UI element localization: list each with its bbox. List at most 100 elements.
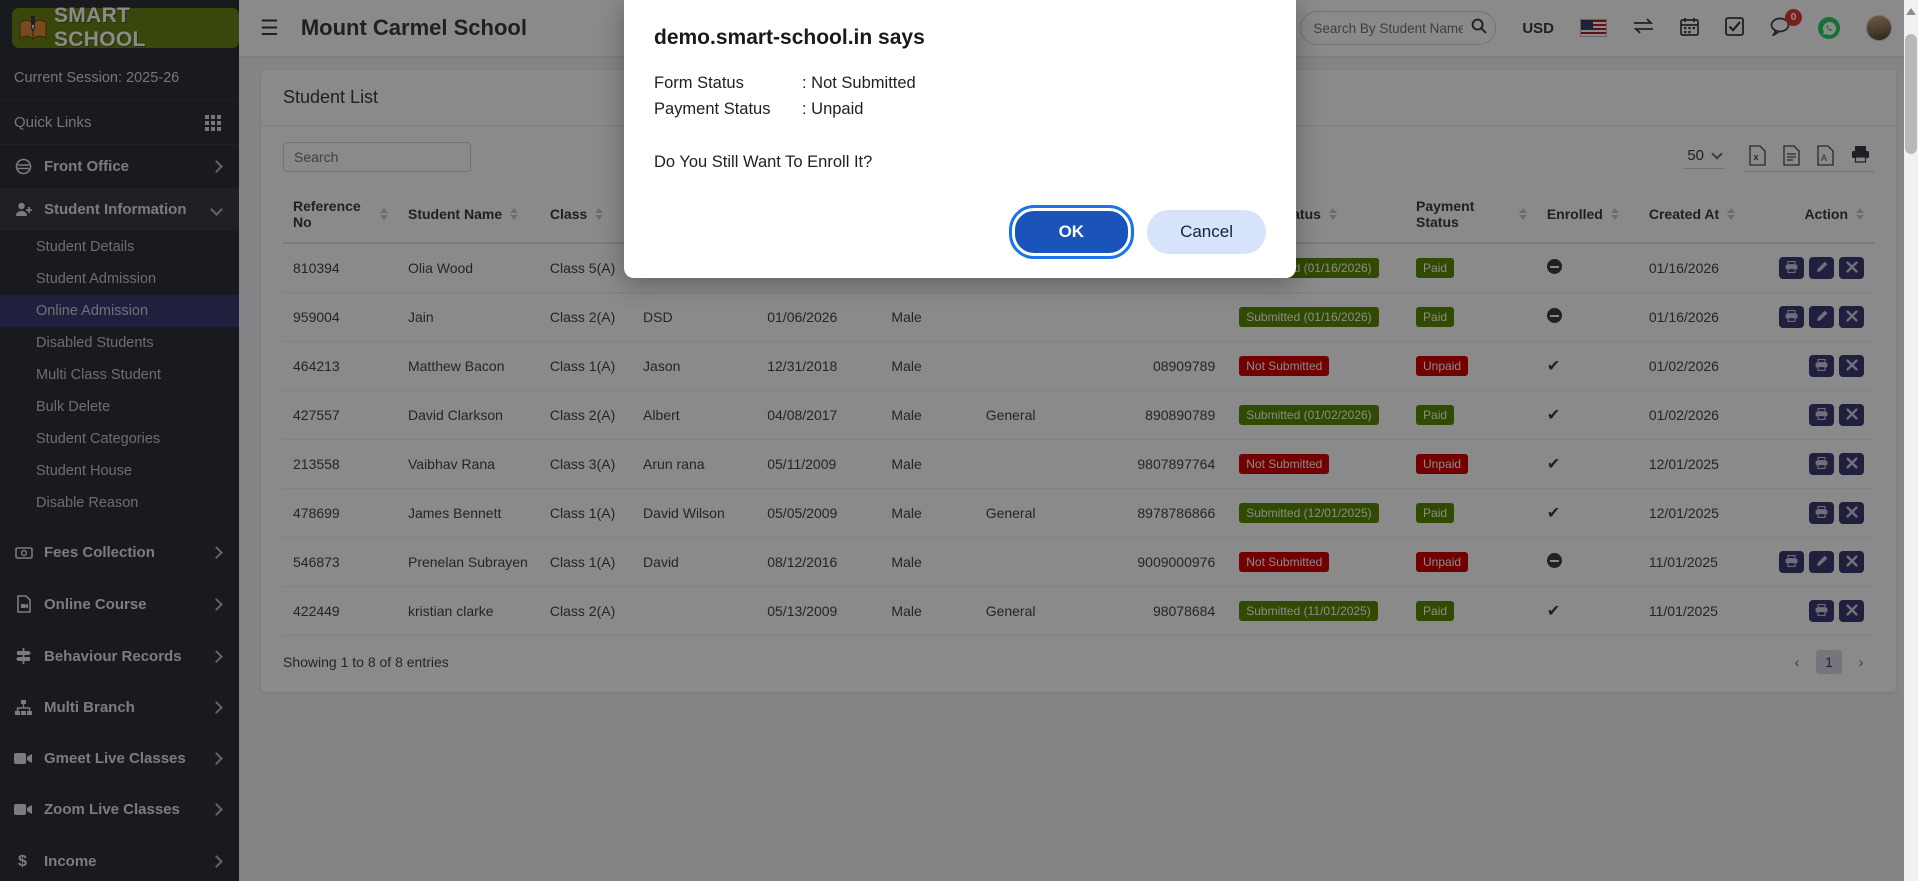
print-button[interactable]	[1779, 257, 1804, 279]
cell-date-of-birth: 05/13/2009	[757, 586, 882, 636]
sidebar-subitem-student-house[interactable]: Student House	[36, 463, 132, 479]
print-icon[interactable]	[1851, 145, 1869, 166]
column-action[interactable]: Action	[1754, 186, 1874, 244]
page-length-select[interactable]: 50	[1683, 145, 1725, 169]
sidebar-item-student-information[interactable]: Student Information	[0, 188, 239, 231]
ok-button[interactable]: OK	[1008, 204, 1135, 259]
form-status-label: Form Status	[654, 74, 744, 92]
table-tools: 50 x A	[261, 126, 1896, 176]
table-row: 427557 David Clarkson Class 2(A) Albert 04/0…	[283, 390, 1874, 440]
sidebar-item-gmeet-live-classes[interactable]: Gmeet Live Classes	[0, 737, 239, 780]
delete-button[interactable]	[1839, 551, 1864, 573]
delete-button[interactable]	[1839, 600, 1864, 622]
sort-icon	[1610, 208, 1619, 220]
print-button[interactable]	[1809, 502, 1834, 524]
sidebar-item-zoom-live-classes[interactable]: Zoom Live Classes	[0, 788, 239, 831]
cell-payment-status: Unpaid	[1406, 439, 1537, 489]
print-icon	[1815, 456, 1828, 472]
delete-button[interactable]	[1839, 355, 1864, 377]
sidebar-item-behaviour-records[interactable]: Behaviour Records	[0, 634, 239, 678]
hamburger-menu-icon[interactable]: ☰	[260, 16, 279, 40]
cell-class: Class 2(A)	[539, 586, 634, 636]
gmeet-live-classes-icon	[14, 752, 33, 765]
pagination-page-1[interactable]: 1	[1816, 650, 1842, 674]
sidebar-item-multi-branch[interactable]: Multi Branch	[0, 686, 239, 729]
edit-button[interactable]	[1809, 257, 1834, 279]
currency-selector[interactable]: USD	[1522, 19, 1554, 37]
edit-button[interactable]	[1809, 551, 1834, 573]
payment-status-value: : Unpaid	[802, 99, 864, 118]
delete-button[interactable]	[1839, 453, 1864, 475]
pagination-next[interactable]: ›	[1858, 654, 1864, 670]
sidebar-subitem-student-categories[interactable]: Student Categories	[36, 431, 161, 447]
column-reference-no[interactable]: Reference No	[283, 186, 398, 244]
global-search[interactable]	[1300, 11, 1497, 45]
cell-class: Class 3(A)	[539, 439, 634, 489]
task-checkbox-icon[interactable]	[1725, 16, 1744, 40]
cell-class: Class 1(A)	[539, 537, 634, 587]
print-button[interactable]	[1809, 355, 1834, 377]
sidebar-subitem-disable-reason[interactable]: Disable Reason	[36, 495, 139, 511]
calendar-icon[interactable]	[1680, 17, 1699, 40]
sidebar-subitem-student-admission[interactable]: Student Admission	[36, 271, 157, 287]
column-class[interactable]: Class	[539, 186, 634, 244]
sidebar-item-fees-collection[interactable]: Fees Collection	[0, 531, 239, 574]
whatsapp-icon[interactable]	[1818, 17, 1840, 39]
column-payment-status[interactable]: Payment Status	[1406, 186, 1537, 244]
cancel-button[interactable]: Cancel	[1147, 209, 1266, 254]
edit-button[interactable]	[1809, 306, 1834, 328]
messages-icon[interactable]: 0	[1770, 8, 1802, 40]
quick-links[interactable]: Quick Links	[0, 101, 239, 145]
excel-export-icon[interactable]: x	[1749, 144, 1766, 166]
delete-button[interactable]	[1839, 502, 1864, 524]
scrollbar-thumb[interactable]	[1905, 34, 1917, 154]
logo[interactable]: SMART SCHOOL	[0, 0, 239, 56]
cell-date-of-birth: 08/12/2016	[757, 537, 882, 587]
sidebar-subitem-bulk-delete[interactable]: Bulk Delete	[36, 399, 111, 415]
sidebar-subitem-multi-class-student[interactable]: Multi Class Student	[36, 367, 161, 383]
us-flag-icon[interactable]	[1580, 19, 1607, 37]
sidebar-subitem-online-admission[interactable]: Online Admission	[0, 295, 239, 327]
csv-export-icon[interactable]	[1783, 144, 1800, 166]
delete-icon	[1845, 407, 1858, 423]
search-input[interactable]	[1313, 20, 1464, 36]
cell-reference-no: 959004	[283, 292, 398, 342]
cell-payment-status: Paid	[1406, 390, 1537, 440]
delete-button[interactable]	[1839, 257, 1864, 279]
print-button[interactable]	[1779, 306, 1804, 328]
cell-payment-status: Paid	[1406, 243, 1537, 293]
column-enrolled[interactable]: Enrolled	[1536, 186, 1639, 244]
table-search-input[interactable]	[283, 142, 471, 172]
sort-icon	[1518, 208, 1527, 220]
column-student-name[interactable]: Student Name	[397, 186, 540, 244]
pdf-export-icon[interactable]: A	[1817, 144, 1834, 166]
svg-text:$: $	[18, 853, 27, 870]
column-created-at[interactable]: Created At	[1638, 186, 1755, 244]
sidebar-subitem-student-details[interactable]: Student Details	[36, 239, 135, 255]
sidebar-item-online-course[interactable]: Online Course	[0, 582, 239, 626]
print-button[interactable]	[1779, 551, 1804, 573]
sidebar-item-front-office[interactable]: Front Office	[0, 145, 239, 188]
sidebar-item-label: Income	[44, 852, 97, 870]
payment-status-row: Payment Status : Unpaid	[654, 97, 1266, 123]
print-button[interactable]	[1809, 453, 1834, 475]
exchange-icon[interactable]	[1633, 18, 1654, 38]
delete-button[interactable]	[1839, 404, 1864, 426]
cell-gender: Male	[881, 488, 976, 538]
sidebar-item-income[interactable]: $ Income	[0, 839, 239, 881]
scroll-up-arrow-icon[interactable]	[1906, 8, 1916, 15]
sort-icon	[379, 208, 388, 220]
search-icon[interactable]	[1471, 18, 1487, 39]
check-icon: ✔	[1546, 505, 1561, 522]
print-button[interactable]	[1809, 600, 1834, 622]
delete-button[interactable]	[1839, 306, 1864, 328]
table-tools-right: 50 x A	[1683, 143, 1874, 172]
avatar[interactable]	[1866, 15, 1892, 41]
sidebar-subitem-disabled-students[interactable]: Disabled Students	[36, 335, 154, 351]
cell-enrolled: ✔	[1536, 439, 1639, 489]
print-button[interactable]	[1809, 404, 1834, 426]
delete-icon	[1845, 309, 1858, 325]
page-scrollbar[interactable]	[1904, 0, 1918, 881]
pagination-prev[interactable]: ‹	[1794, 654, 1800, 670]
cell-father-name: David	[633, 537, 758, 587]
